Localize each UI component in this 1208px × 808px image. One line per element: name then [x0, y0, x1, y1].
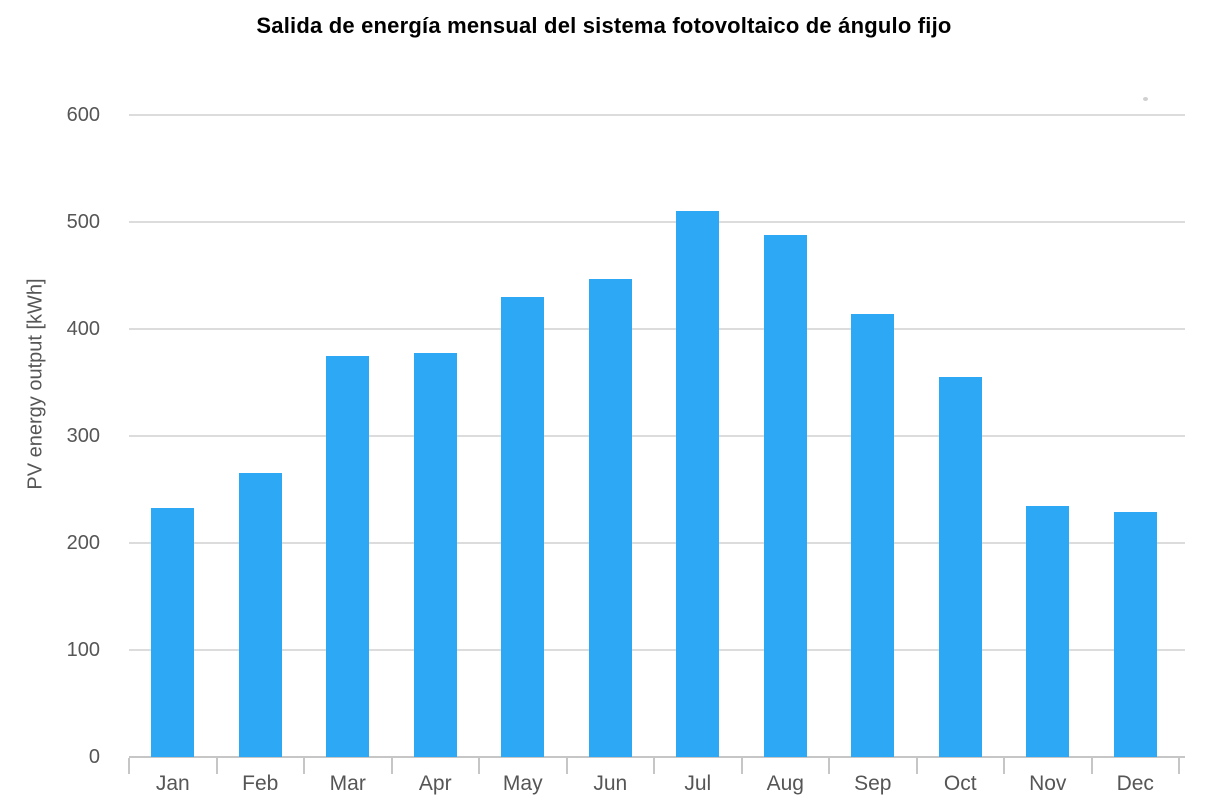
gridline-300 — [129, 435, 1185, 437]
x-tick-label-nov: Nov — [1029, 772, 1067, 795]
artifact-dot — [1143, 97, 1148, 101]
gridline-600 — [129, 114, 1185, 116]
bar-may — [501, 296, 545, 757]
x-axis-tick-8 — [828, 758, 830, 774]
x-tick-label-dec: Dec — [1116, 772, 1154, 795]
x-tick-label-feb: Feb — [242, 772, 279, 795]
bar-apr — [413, 352, 457, 757]
plot-area — [128, 114, 1185, 774]
bar-feb — [238, 473, 282, 757]
chart-title: Salida de energía mensual del sistema fo… — [256, 13, 952, 38]
x-axis-tick-12 — [1178, 758, 1180, 774]
x-axis-tick-0 — [128, 758, 130, 774]
x-axis-tick-7 — [740, 758, 743, 774]
gridline-500 — [129, 221, 1185, 223]
x-axis-tick-10 — [1003, 758, 1005, 774]
x-axis-tick-4 — [478, 758, 480, 774]
y-tick-label-600: 600 — [66, 104, 100, 126]
y-tick-label-400: 400 — [66, 318, 100, 340]
x-tick-label-apr: Apr — [418, 772, 452, 795]
y-tick-label-500: 500 — [66, 211, 100, 233]
y-tick-label-200: 200 — [66, 532, 100, 554]
x-axis-tick-5 — [565, 758, 568, 774]
bar-jan — [151, 507, 195, 757]
y-tick-label-0: 0 — [88, 746, 100, 768]
x-axis-tick-2 — [303, 758, 305, 774]
bar-jun — [588, 278, 632, 757]
x-axis-tick-1 — [215, 758, 218, 774]
y-axis-title: PV energy output [kWh] — [24, 278, 47, 490]
x-tick-label-may: May — [502, 772, 543, 795]
x-tick-label-mar: Mar — [329, 772, 366, 795]
y-tick-label-300: 300 — [66, 425, 100, 447]
x-tick-label-jul: Jul — [684, 772, 712, 795]
x-tick-label-sep: Sep — [854, 772, 892, 795]
x-tick-label-aug: Aug — [766, 772, 804, 795]
bar-dec — [1113, 511, 1157, 757]
bar-jul — [676, 211, 720, 757]
gridline-400 — [129, 328, 1185, 330]
x-axis-line — [129, 756, 1185, 758]
bar-mar — [326, 355, 370, 757]
x-tick-label-jan: Jan — [155, 772, 190, 795]
x-tick-label-jun: Jun — [593, 772, 628, 795]
x-axis-tick-3 — [390, 758, 393, 774]
gridline-200 — [129, 542, 1185, 544]
bar-sep — [851, 314, 895, 757]
x-axis-tick-6 — [653, 758, 655, 774]
x-axis-tick-9 — [915, 758, 918, 774]
bar-oct — [938, 377, 982, 757]
bar-nov — [1026, 505, 1070, 757]
y-tick-label-100: 100 — [66, 639, 100, 661]
x-tick-label-oct: Oct — [943, 772, 977, 795]
x-axis-tick-11 — [1090, 758, 1093, 774]
bar-aug — [763, 234, 807, 757]
gridline-100 — [129, 649, 1185, 651]
